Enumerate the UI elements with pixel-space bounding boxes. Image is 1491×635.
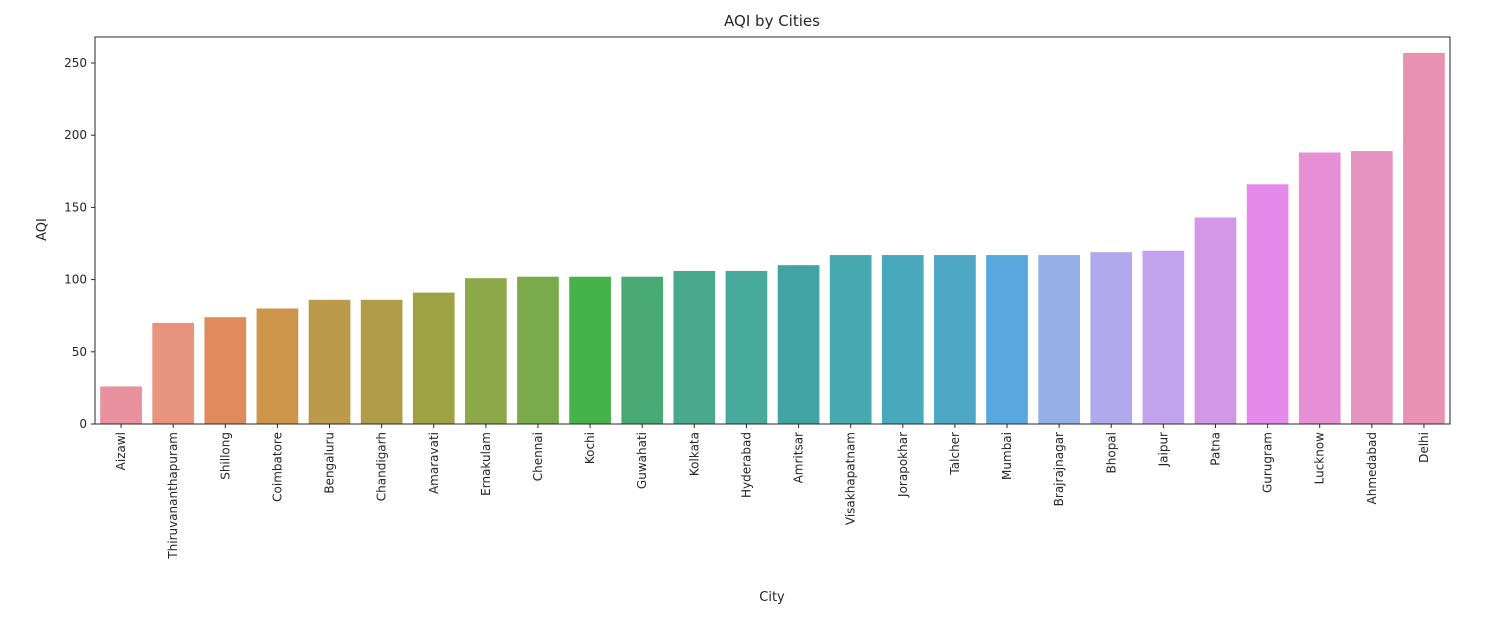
x-tick-label: Thiruvananthapuram [166,432,180,560]
bar-amritsar [777,265,820,424]
bar-aizawl [100,386,142,424]
bars-group [100,52,1445,424]
x-tick-label: Kochi [583,432,597,464]
x-tick-label: Mumbai [1000,432,1014,480]
y-tick-label: 0 [79,417,87,431]
y-axis-label: AQI [35,218,50,241]
bar-visakhapatnam [829,255,872,424]
bar-guwahati [621,276,664,424]
bar-amaravati [412,292,455,424]
y-tick-label: 50 [72,345,87,359]
bar-chandigarh [360,299,403,424]
bar-patna [1194,217,1237,424]
x-tick-label: Amritsar [792,432,806,483]
x-tick-label: Coimbatore [270,432,284,502]
x-tick-label: Ernakulam [479,432,493,496]
x-tick-label: Chennai [531,432,545,481]
bar-thiruvananthapuram [152,322,195,424]
bar-gurugram [1246,184,1289,424]
bar-shillong [204,317,247,424]
y-axis-ticks: 0 50 100 150 200 250 [64,56,95,431]
x-tick-label: Visakhapatnam [844,432,858,525]
bar-jaipur [1142,250,1185,424]
bar-kolkata [673,270,716,424]
bar-brajrajnagar [1038,255,1080,424]
chart-title: AQI by Cities [724,12,820,30]
bar-chennai [517,276,559,424]
bar-delhi [1403,52,1445,424]
bar-bhopal [1090,252,1133,424]
x-tick-label: Guwahati [635,432,649,489]
y-tick-label: 150 [64,200,87,214]
x-tick-label: Kolkata [687,432,701,476]
x-tick-label: Lucknow [1313,432,1327,485]
bar-kochi [569,276,611,424]
bar-mumbai [986,255,1028,424]
y-tick-label: 200 [64,128,87,142]
bar-bengaluru [308,299,351,424]
x-axis-label: City [759,590,785,605]
y-tick-label: 250 [64,56,87,70]
x-tick-label: Shillong [218,432,232,480]
x-tick-label: Gurugram [1261,432,1275,493]
bar-hyderabad [725,270,768,424]
bar-ahmedabad [1350,151,1393,424]
x-tick-label: Patna [1208,432,1222,466]
x-tick-label: Chandigarh [375,432,389,501]
x-tick-label: Talcher [948,432,962,476]
x-tick-label: Bengaluru [323,432,337,494]
bar-ernakulam [465,278,507,424]
x-tick-label: Aizawl [114,432,128,470]
x-tick-label: Delhi [1417,432,1431,463]
x-tick-label: Hyderabad [739,432,753,498]
x-tick-label: Bhopal [1104,432,1118,473]
bar-jorapokhar [881,255,924,424]
x-tick-label: Jaipur [1156,432,1170,467]
x-tick-label: Amaravati [427,432,441,494]
bar-coimbatore [256,308,299,424]
bar-lucknow [1298,152,1341,424]
plot-area-frame [94,36,1451,425]
x-tick-label: Brajrajnagar [1052,432,1066,506]
x-tick-label: Ahmedabad [1365,432,1379,504]
y-tick-label: 100 [64,273,87,287]
x-axis-ticks: Aizawl Thiruvananthapuram Shillong Coimbato… [114,424,1431,560]
bar-talcher [934,255,976,424]
x-tick-label: Jorapokhar [896,432,910,498]
